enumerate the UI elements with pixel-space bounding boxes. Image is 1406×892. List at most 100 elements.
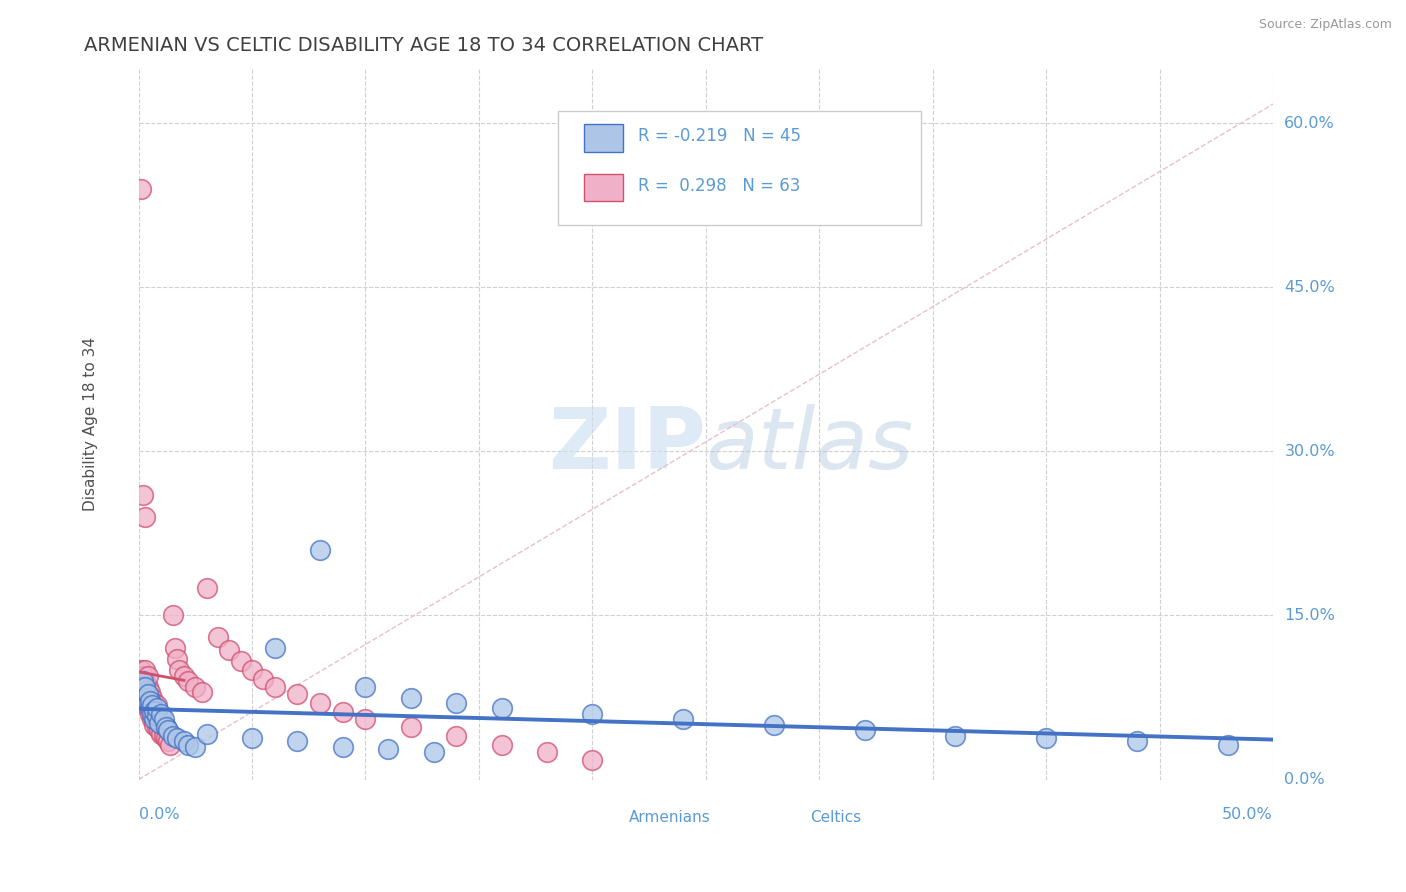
Point	[157, 734, 180, 748]
Point	[1126, 734, 1149, 748]
Point	[263, 680, 285, 694]
Point	[150, 706, 173, 721]
Point	[354, 713, 377, 727]
Point	[139, 696, 162, 710]
Point	[145, 701, 167, 715]
Point	[134, 690, 156, 705]
Point	[132, 690, 155, 705]
Point	[150, 715, 173, 730]
Point	[134, 680, 156, 694]
Point	[136, 690, 159, 705]
Point	[132, 668, 155, 682]
Point	[207, 631, 229, 645]
Point	[129, 685, 152, 699]
Point	[134, 674, 156, 689]
Point	[162, 729, 184, 743]
Point	[141, 701, 163, 715]
Point	[162, 608, 184, 623]
Text: 50.0%: 50.0%	[1222, 807, 1272, 822]
Point	[399, 720, 422, 734]
Text: R =  0.298   N = 63: R = 0.298 N = 63	[638, 177, 800, 194]
Point	[1035, 731, 1057, 745]
Text: 0.0%: 0.0%	[139, 807, 179, 822]
Point	[129, 680, 152, 694]
FancyBboxPatch shape	[558, 112, 921, 225]
Point	[152, 713, 174, 727]
Point	[853, 723, 876, 738]
Point	[184, 680, 207, 694]
Point	[169, 663, 191, 677]
Point	[287, 734, 309, 748]
Text: Celtics: Celtics	[810, 810, 862, 825]
Point	[191, 685, 214, 699]
Point	[141, 713, 163, 727]
Point	[136, 680, 159, 694]
Point	[152, 729, 174, 743]
Point	[287, 687, 309, 701]
Point	[141, 706, 163, 721]
Point	[672, 713, 695, 727]
Point	[536, 745, 558, 759]
Point	[129, 674, 152, 689]
Point	[444, 729, 467, 743]
Point	[195, 581, 218, 595]
Text: 45.0%: 45.0%	[1284, 280, 1336, 295]
Point	[148, 713, 170, 727]
Point	[143, 713, 166, 727]
Point	[1216, 738, 1239, 752]
Point	[332, 705, 354, 719]
Point	[139, 685, 162, 699]
Point	[155, 720, 177, 734]
Point	[141, 698, 163, 713]
Point	[491, 701, 513, 715]
Point	[177, 674, 200, 689]
Point	[354, 680, 377, 694]
Point	[141, 690, 163, 705]
Point	[150, 726, 173, 740]
Point	[143, 718, 166, 732]
Point	[134, 510, 156, 524]
Point	[136, 668, 159, 682]
Point	[240, 731, 263, 745]
Point	[129, 182, 152, 196]
Point	[173, 734, 195, 748]
Point	[148, 723, 170, 738]
Point	[143, 704, 166, 718]
Text: 0.0%: 0.0%	[1284, 772, 1324, 787]
Point	[152, 718, 174, 732]
Point	[143, 706, 166, 721]
Point	[145, 709, 167, 723]
Point	[134, 663, 156, 677]
Point	[444, 696, 467, 710]
Point	[309, 696, 332, 710]
Point	[166, 731, 188, 745]
Point	[145, 709, 167, 723]
Point	[139, 694, 162, 708]
Text: 15.0%: 15.0%	[1284, 608, 1336, 623]
Point	[184, 739, 207, 754]
Point	[195, 726, 218, 740]
Point	[163, 641, 186, 656]
Point	[263, 641, 285, 656]
Point	[145, 698, 167, 713]
Point	[173, 668, 195, 682]
Point	[581, 706, 603, 721]
Point	[157, 723, 180, 738]
Point	[762, 718, 785, 732]
Point	[134, 696, 156, 710]
Text: atlas: atlas	[706, 404, 914, 487]
Text: Disability Age 18 to 34: Disability Age 18 to 34	[83, 337, 98, 511]
FancyBboxPatch shape	[585, 174, 623, 202]
Point	[252, 672, 274, 686]
Point	[399, 690, 422, 705]
Point	[581, 753, 603, 767]
Point	[129, 663, 152, 677]
Point	[159, 738, 181, 752]
Point	[377, 742, 399, 756]
Text: 60.0%: 60.0%	[1284, 116, 1336, 131]
Point	[177, 738, 200, 752]
FancyBboxPatch shape	[585, 124, 623, 152]
Point	[229, 655, 252, 669]
Point	[422, 745, 444, 759]
Text: Source: ZipAtlas.com: Source: ZipAtlas.com	[1258, 18, 1392, 31]
